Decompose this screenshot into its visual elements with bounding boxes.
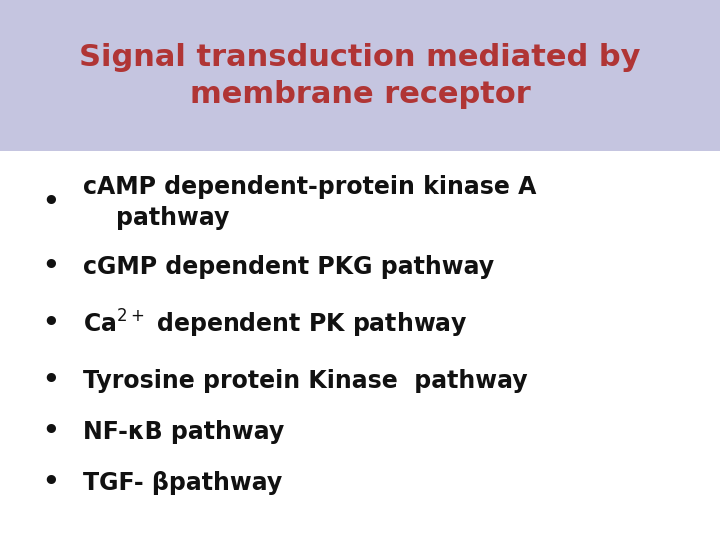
Text: Signal transduction mediated by
membrane receptor: Signal transduction mediated by membrane… bbox=[79, 43, 641, 109]
Text: •: • bbox=[42, 419, 59, 445]
Text: TGF- βpathway: TGF- βpathway bbox=[83, 471, 282, 495]
Text: •: • bbox=[42, 311, 59, 337]
Text: cGMP dependent PKG pathway: cGMP dependent PKG pathway bbox=[83, 255, 494, 279]
Text: •: • bbox=[42, 470, 59, 496]
Text: •: • bbox=[42, 190, 59, 215]
Text: •: • bbox=[42, 368, 59, 394]
Text: •: • bbox=[42, 254, 59, 280]
Text: NF-κB pathway: NF-κB pathway bbox=[83, 420, 284, 444]
Text: Ca$^{2+}$ dependent PK pathway: Ca$^{2+}$ dependent PK pathway bbox=[83, 308, 467, 340]
FancyBboxPatch shape bbox=[0, 0, 720, 151]
Text: cAMP dependent-protein kinase A
    pathway: cAMP dependent-protein kinase A pathway bbox=[83, 175, 536, 230]
Text: Tyrosine protein Kinase  pathway: Tyrosine protein Kinase pathway bbox=[83, 369, 528, 393]
